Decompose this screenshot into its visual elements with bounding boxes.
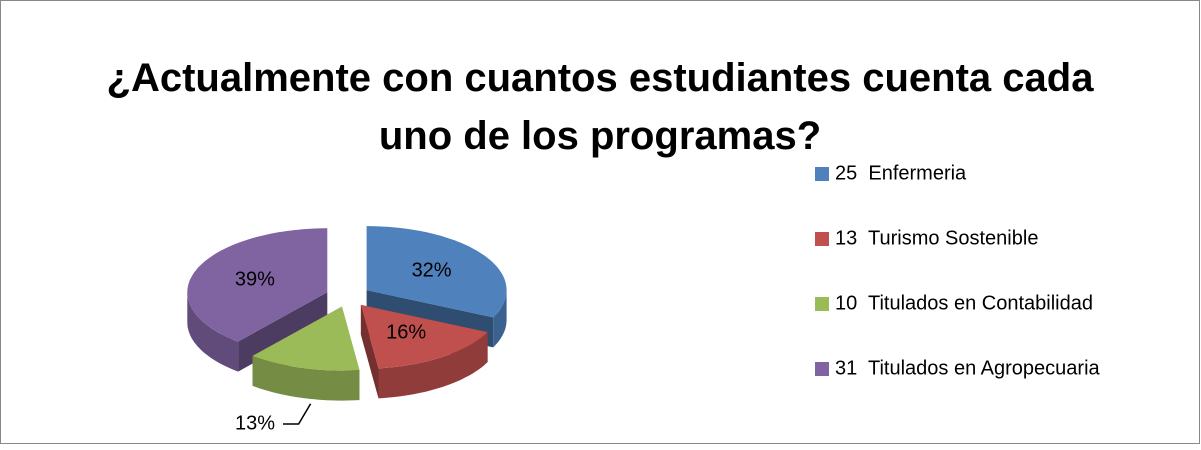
legend-swatch	[815, 362, 829, 376]
chart-title: ¿Actualmente con cuantos estudiantes cue…	[107, 56, 1095, 158]
data-label: 32%	[412, 260, 452, 282]
legend-label: 31 Titulados en Agropecuaria	[835, 357, 1101, 379]
slice-wall	[493, 290, 507, 348]
legend-swatch	[815, 167, 829, 181]
data-label: 39%	[235, 269, 275, 291]
leader-line	[283, 403, 312, 425]
slice-wall	[252, 355, 360, 401]
slice-wall	[378, 332, 488, 399]
slice-side	[360, 304, 379, 399]
legend-label: 13 Turismo Sostenible	[835, 227, 1038, 249]
slice	[360, 304, 488, 369]
slice	[252, 306, 360, 371]
legend-label: 25 Enfermeria	[835, 162, 967, 184]
data-label: 13%	[235, 412, 275, 434]
slice-wall	[187, 292, 239, 372]
slice	[187, 228, 328, 342]
data-label: 16%	[386, 322, 426, 344]
legend-swatch	[815, 297, 829, 311]
slice	[366, 226, 507, 318]
legend-swatch	[815, 232, 829, 246]
legend-label: 10 Titulados en Contabilidad	[835, 292, 1093, 314]
